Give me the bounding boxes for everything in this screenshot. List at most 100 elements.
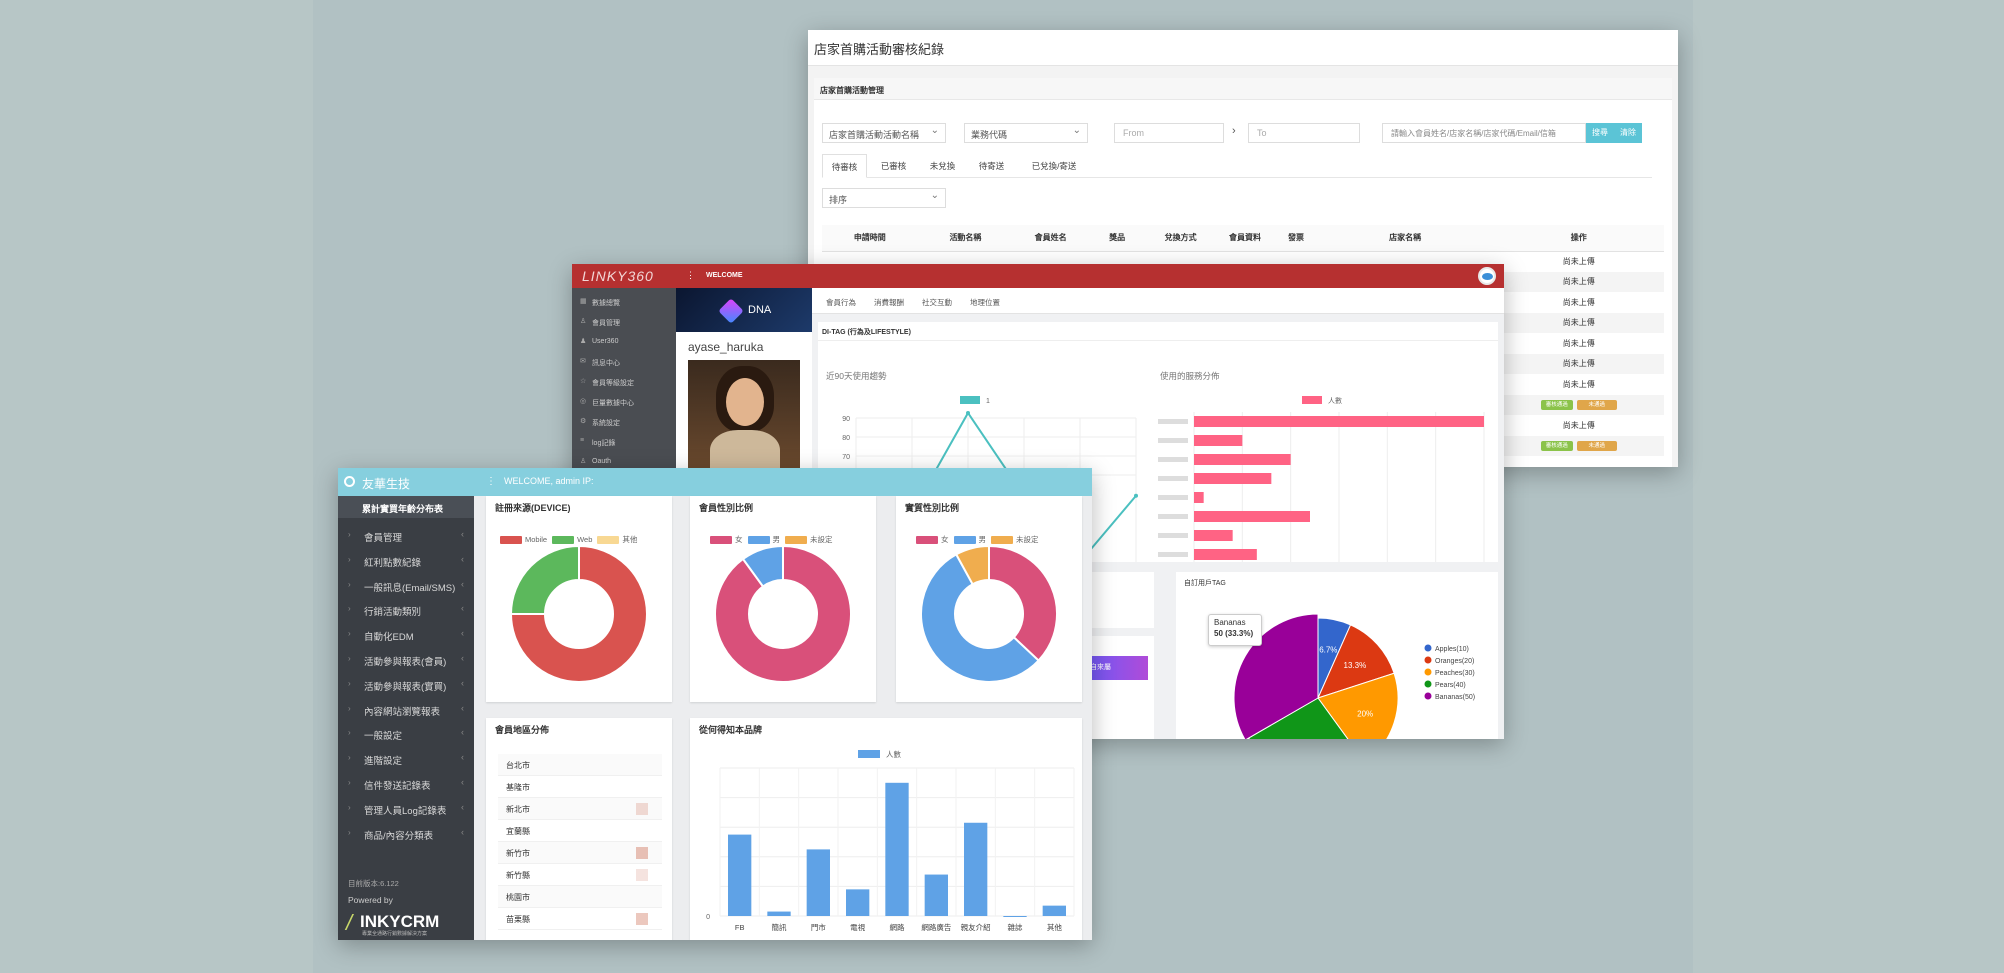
- sidebar-item-label: 一般訊息(Email/SMS): [364, 582, 456, 594]
- sidebar-item-5[interactable]: › 活動參與報表(會員) ‹: [338, 648, 474, 672]
- region-name: 桃園市: [506, 893, 530, 902]
- table-cell: 尚未上傳: [1493, 312, 1664, 333]
- legend-item: 男: [747, 534, 780, 545]
- approve-badge[interactable]: 審核通過: [1540, 441, 1573, 452]
- sidebar-item-4[interactable]: › 自動化EDM ‹: [338, 623, 474, 647]
- search-input[interactable]: 請輸入會員姓名/店家名稱/店家代碼/Email/信箱: [1382, 123, 1586, 143]
- legend-label: Web: [577, 535, 593, 544]
- arrow-right-icon: ›: [1232, 125, 1236, 137]
- logo-subtext: 專業全通路行銷數據解決方案: [362, 931, 428, 937]
- column-header: 發票: [1275, 225, 1317, 252]
- tab-2[interactable]: 未兌換: [929, 161, 956, 171]
- sidebar-item-8[interactable]: ♙ Oauth: [572, 452, 676, 472]
- tab-0[interactable]: 待審核: [822, 154, 867, 178]
- sidebar-item-3[interactable]: › 行銷活動類別 ‹: [338, 598, 474, 622]
- sidebar-item-0[interactable]: › 會員管理 ‹: [338, 524, 474, 548]
- sidebar-item-1[interactable]: ♙ 會員管理: [572, 312, 676, 332]
- activity-select[interactable]: 店家首購活動活動名稱: [822, 123, 946, 143]
- tab-3[interactable]: 地理位置: [970, 298, 1000, 307]
- sidebar-item-8[interactable]: › 一般設定 ‹: [338, 722, 474, 746]
- sidebar-item-label: User360: [592, 338, 619, 345]
- order-select[interactable]: 排序: [822, 188, 946, 208]
- legend-swatch: [710, 535, 732, 544]
- top-bar: LINKY360 ⋮ WELCOME: [572, 264, 1504, 288]
- sidebar-item-0[interactable]: ▦ 數據總覽: [572, 292, 676, 312]
- date-from-input[interactable]: From: [1114, 123, 1224, 143]
- chevron-left-icon: ‹: [461, 628, 464, 639]
- menu-toggle-icon[interactable]: ⋮: [686, 270, 695, 280]
- region-row: 宜蘭縣: [498, 820, 662, 842]
- date-to-input[interactable]: To: [1248, 123, 1360, 143]
- tab-0[interactable]: 會員行為: [826, 298, 856, 307]
- chevron-left-icon: ‹: [461, 727, 464, 738]
- region-list: 台北市 基隆市 新北市 宜蘭縣 新竹市 新竹縣 桃園市 苗栗縣: [498, 754, 662, 930]
- chart-legend: 女 男 未設定: [710, 534, 833, 545]
- clear-button[interactable]: 清除: [1614, 123, 1642, 143]
- biz-code-select[interactable]: 業務代碼: [964, 123, 1088, 143]
- sidebar-item-2[interactable]: ♟ User360: [572, 332, 676, 352]
- legend-swatch: [747, 535, 770, 544]
- chevron-left-icon: ‹: [461, 826, 464, 837]
- bar: [1003, 916, 1027, 917]
- slice-label: 13.3%: [1344, 661, 1367, 670]
- legend-swatch: [597, 535, 620, 544]
- nav-icon: ♟: [580, 338, 587, 345]
- nav-icon: ☆: [580, 378, 587, 385]
- tab-1[interactable]: 消費報酬: [874, 298, 904, 307]
- brand-name: 友華生技: [362, 477, 411, 491]
- column-header: 申請時間: [822, 225, 918, 252]
- sidebar-header[interactable]: 累計實買年齡分布表: [338, 496, 474, 518]
- legend-label: Apples(10): [1435, 646, 1469, 653]
- sidebar-item-label: 商品/內容分類表: [364, 830, 434, 842]
- sidebar-item-1[interactable]: › 紅利點數紀錄 ‹: [338, 549, 474, 573]
- bar: [1042, 905, 1066, 916]
- reject-badge[interactable]: 未通過: [1576, 400, 1617, 411]
- region-heat-cell: [636, 869, 648, 881]
- donut-slice: [954, 546, 990, 586]
- custom-tag-pie-chart: 6.7%13.3%20%33.3%Apples(10)Oranges(20)Pe…: [1233, 613, 1475, 739]
- bullet-icon: ›: [348, 654, 351, 663]
- legend-item: 未設定: [785, 534, 833, 545]
- tab-3[interactable]: 待寄送: [978, 161, 1005, 171]
- sidebar-item-12[interactable]: › 商品/內容分類表 ‹: [338, 822, 474, 846]
- sidebar-item-7[interactable]: ≡ log記錄: [572, 432, 676, 452]
- approve-badge[interactable]: 審核通過: [1540, 400, 1573, 411]
- chevron-left-icon: ‹: [461, 752, 464, 763]
- bar: [846, 889, 870, 916]
- legend-item: Mobile: [500, 535, 547, 544]
- region-name: 新竹縣: [506, 871, 530, 880]
- sidebar-item-9[interactable]: › 進階設定 ‹: [338, 747, 474, 771]
- table-cell: 尚未上傳: [1493, 415, 1664, 436]
- reject-badge[interactable]: 未通過: [1576, 441, 1617, 452]
- tab-2[interactable]: 社交互動: [922, 298, 952, 307]
- sidebar-item-label: 活動參與報表(會員): [364, 657, 447, 668]
- sidebar-item-7[interactable]: › 內容網站瀏覽報表 ‹: [338, 698, 474, 722]
- sidebar-item-label: 訊息中心: [592, 360, 620, 367]
- table-cell: 尚未上傳: [1493, 333, 1664, 354]
- sidebar-item-10[interactable]: › 信件發送記錄表 ‹: [338, 772, 474, 796]
- sidebar-item-6[interactable]: ⚙ 系統設定: [572, 412, 676, 432]
- custom-button[interactable]: 自來屬: [1082, 656, 1148, 680]
- service-distribution-bar-chart: 人數050100150200250300: [1158, 396, 1485, 562]
- welcome-text: WELCOME: [706, 272, 743, 279]
- sidebar-item-2[interactable]: › 一般訊息(Email/SMS) ‹: [338, 574, 474, 598]
- user-avatar-icon[interactable]: [1478, 267, 1496, 285]
- legend-item: 女: [916, 534, 949, 545]
- region-name: 基隆市: [506, 783, 530, 792]
- sidebar-item-3[interactable]: ✉ 訊息中心: [572, 352, 676, 372]
- legend-swatch: [858, 750, 880, 758]
- sidebar-item-6[interactable]: › 活動參與報表(實買) ‹: [338, 673, 474, 697]
- sidebar-item-5[interactable]: ◎ 巨量數據中心: [572, 392, 676, 412]
- donut-slice: [714, 546, 852, 683]
- donut-slice: [741, 546, 784, 588]
- search-button[interactable]: 搜尋: [1586, 123, 1614, 143]
- brand-logo: LINKY360: [582, 268, 654, 284]
- top-bar: 友華生技 ⋮ WELCOME, admin IP:: [338, 468, 1092, 496]
- tab-4[interactable]: 已兌換/寄送: [1031, 161, 1077, 171]
- sidebar-item-11[interactable]: › 管理人員Log記錄表 ‹: [338, 797, 474, 821]
- sidebar-item-4[interactable]: ☆ 會員等級設定: [572, 372, 676, 392]
- column-header: 會員資料: [1214, 225, 1276, 252]
- menu-toggle-icon[interactable]: ⋮: [486, 476, 496, 487]
- card-title: 會員性別比例: [699, 503, 754, 513]
- tab-1[interactable]: 已審核: [880, 161, 907, 171]
